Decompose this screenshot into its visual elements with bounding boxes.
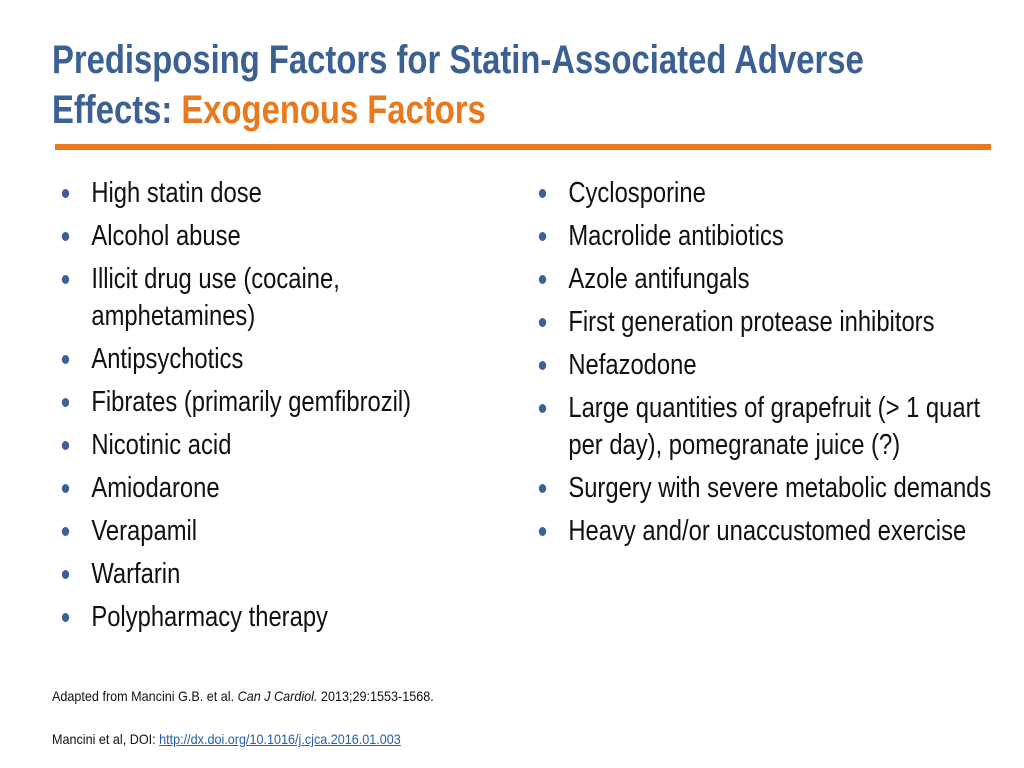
ref-text: Mancini et al, DOI: bbox=[52, 731, 160, 747]
bullet bbox=[538, 318, 547, 327]
item-text: Heavy and/or unaccustomed exercise bbox=[568, 515, 967, 547]
item-text: Antipsychotics bbox=[91, 343, 244, 375]
list-item: High statin dose bbox=[61, 175, 463, 212]
item-text: Polypharmacy therapy bbox=[91, 601, 328, 633]
bullet bbox=[538, 484, 547, 493]
title-rule bbox=[55, 144, 991, 150]
item-text: Nefazodone bbox=[568, 349, 697, 381]
list-item: Macrolide antibiotics bbox=[538, 218, 997, 255]
item-text: Cyclosporine bbox=[568, 177, 706, 209]
title-line: Effects: Exogenous Factors bbox=[52, 85, 995, 135]
list-item: Nefazodone bbox=[538, 347, 997, 384]
item-text: Nicotinic acid bbox=[91, 429, 232, 461]
item-text: Large quantities of grapefruit (> 1 quar… bbox=[568, 392, 981, 461]
bullet bbox=[61, 527, 70, 536]
list-item: Fibrates (primarily gemfibrozil) bbox=[61, 384, 463, 421]
slide-title: Predisposing Factors for Statin-Associat… bbox=[52, 35, 995, 135]
list-item: Large quantities of grapefruit (> 1 quar… bbox=[538, 390, 997, 464]
list-item: Illicit drug use (cocaine, amphetamines) bbox=[61, 261, 463, 335]
bullet bbox=[61, 189, 70, 198]
list-item: Heavy and/or unaccustomed exercise bbox=[538, 513, 997, 550]
bullet bbox=[61, 570, 70, 579]
list-item: Amiodarone bbox=[61, 470, 463, 507]
title-line: Predisposing Factors for Statin-Associat… bbox=[52, 38, 864, 82]
list-item: Azole antifungals bbox=[538, 261, 997, 298]
ref-text: 2013;29:1553-1568. bbox=[317, 688, 434, 704]
right-list: Cyclosporine Macrolide antibiotics Azole a… bbox=[538, 175, 997, 556]
item-text: Azole antifungals bbox=[568, 263, 750, 295]
list-item: Antipsychotics bbox=[61, 341, 463, 378]
list-item: Polypharmacy therapy bbox=[61, 599, 463, 636]
bullet bbox=[61, 355, 70, 364]
reference: Adapted from Mancini G.B. et al. Can J C… bbox=[52, 688, 434, 704]
ref-journal: Can J Cardiol. bbox=[237, 688, 318, 704]
item-text: Alcohol abuse bbox=[91, 220, 241, 252]
title-highlight: Exogenous Factors bbox=[181, 88, 486, 132]
list-item: Surgery with severe metabolic demands bbox=[538, 470, 997, 507]
bullet bbox=[538, 361, 547, 370]
item-text: Amiodarone bbox=[91, 472, 220, 504]
list-item: Warfarin bbox=[61, 556, 463, 593]
list-item: Cyclosporine bbox=[538, 175, 997, 212]
bullet bbox=[61, 232, 70, 241]
bullet bbox=[538, 404, 547, 413]
item-text: Surgery with severe metabolic demands bbox=[568, 472, 992, 504]
item-text: Fibrates (primarily gemfibrozil) bbox=[91, 386, 412, 418]
item-text: Macrolide antibiotics bbox=[568, 220, 784, 252]
list-item: First generation protease inhibitors bbox=[538, 304, 997, 341]
list-item: Nicotinic acid bbox=[61, 427, 463, 464]
item-text: Verapamil bbox=[91, 515, 198, 547]
item-text: Warfarin bbox=[91, 558, 181, 590]
list-item: Alcohol abuse bbox=[61, 218, 463, 255]
doi-link[interactable]: http://dx.doi.org/10.1016/j.cjca.2016.01… bbox=[159, 731, 401, 747]
bullet bbox=[61, 484, 70, 493]
bullet bbox=[538, 275, 547, 284]
bullet bbox=[538, 232, 547, 241]
reference: Mancini et al, DOI: http://dx.doi.org/10… bbox=[52, 731, 401, 747]
list-item: Verapamil bbox=[61, 513, 463, 550]
item-text: First generation protease inhibitors bbox=[568, 306, 935, 338]
bullet bbox=[61, 275, 70, 284]
bullet bbox=[61, 441, 70, 450]
item-text: High statin dose bbox=[91, 177, 262, 209]
bullet bbox=[538, 527, 547, 536]
title-text: Effects: bbox=[52, 88, 182, 132]
bullet bbox=[61, 613, 70, 622]
bullet bbox=[61, 398, 70, 407]
ref-text: Adapted from Mancini G.B. et al. bbox=[52, 688, 238, 704]
bullet bbox=[538, 189, 547, 198]
item-text: Illicit drug use (cocaine, amphetamines) bbox=[91, 263, 340, 332]
left-list: High statin dose Alcohol abuse Illicit dru… bbox=[61, 175, 463, 642]
